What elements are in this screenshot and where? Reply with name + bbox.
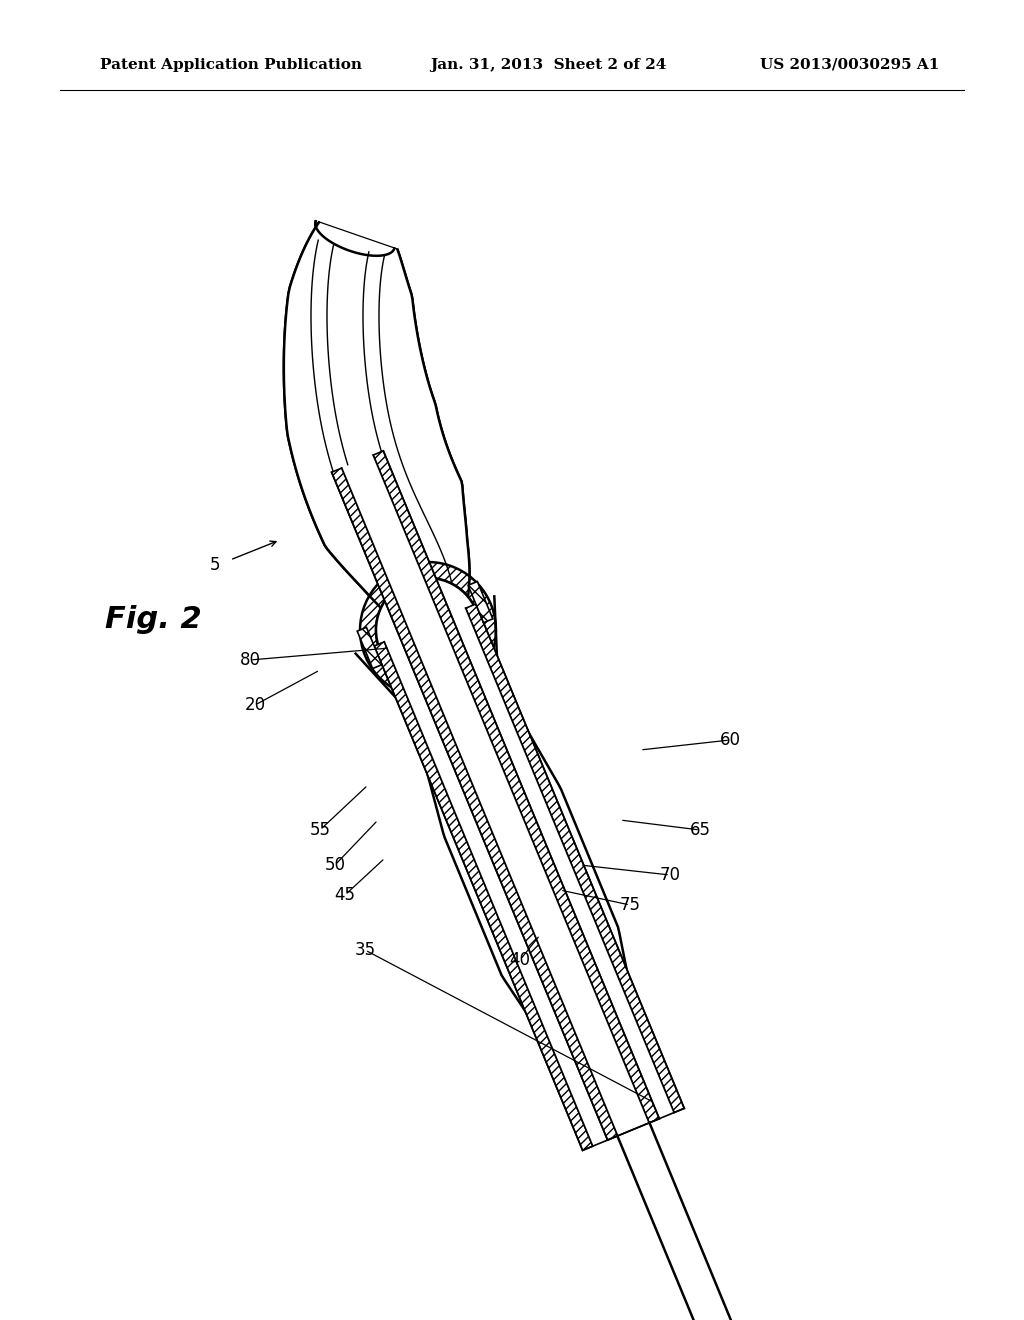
Text: 5: 5 xyxy=(210,556,220,574)
Polygon shape xyxy=(342,455,649,1135)
Text: Jan. 31, 2013  Sheet 2 of 24: Jan. 31, 2013 Sheet 2 of 24 xyxy=(430,58,667,73)
Text: 50: 50 xyxy=(325,855,345,874)
Circle shape xyxy=(376,578,480,682)
Text: 60: 60 xyxy=(720,731,740,748)
Text: 40: 40 xyxy=(510,950,530,969)
Polygon shape xyxy=(284,223,469,627)
Text: 80: 80 xyxy=(240,651,260,669)
Polygon shape xyxy=(355,597,649,1137)
Polygon shape xyxy=(332,469,617,1140)
Polygon shape xyxy=(284,223,469,627)
Text: Patent Application Publication: Patent Application Publication xyxy=(100,58,362,73)
Polygon shape xyxy=(373,451,659,1123)
Text: 45: 45 xyxy=(335,886,355,904)
Polygon shape xyxy=(384,636,607,1146)
Polygon shape xyxy=(451,609,674,1118)
Text: 35: 35 xyxy=(354,941,376,960)
Text: 65: 65 xyxy=(689,821,711,840)
Polygon shape xyxy=(374,642,593,1150)
Polygon shape xyxy=(468,582,493,623)
Text: 55: 55 xyxy=(309,821,331,840)
Polygon shape xyxy=(357,627,382,668)
Text: US 2013/0030295 A1: US 2013/0030295 A1 xyxy=(760,58,939,73)
Polygon shape xyxy=(466,605,684,1113)
Text: Fig. 2: Fig. 2 xyxy=(105,606,202,635)
PathPatch shape xyxy=(360,562,496,698)
Text: 20: 20 xyxy=(245,696,265,714)
Text: 70: 70 xyxy=(659,866,681,884)
Text: 75: 75 xyxy=(620,896,640,913)
